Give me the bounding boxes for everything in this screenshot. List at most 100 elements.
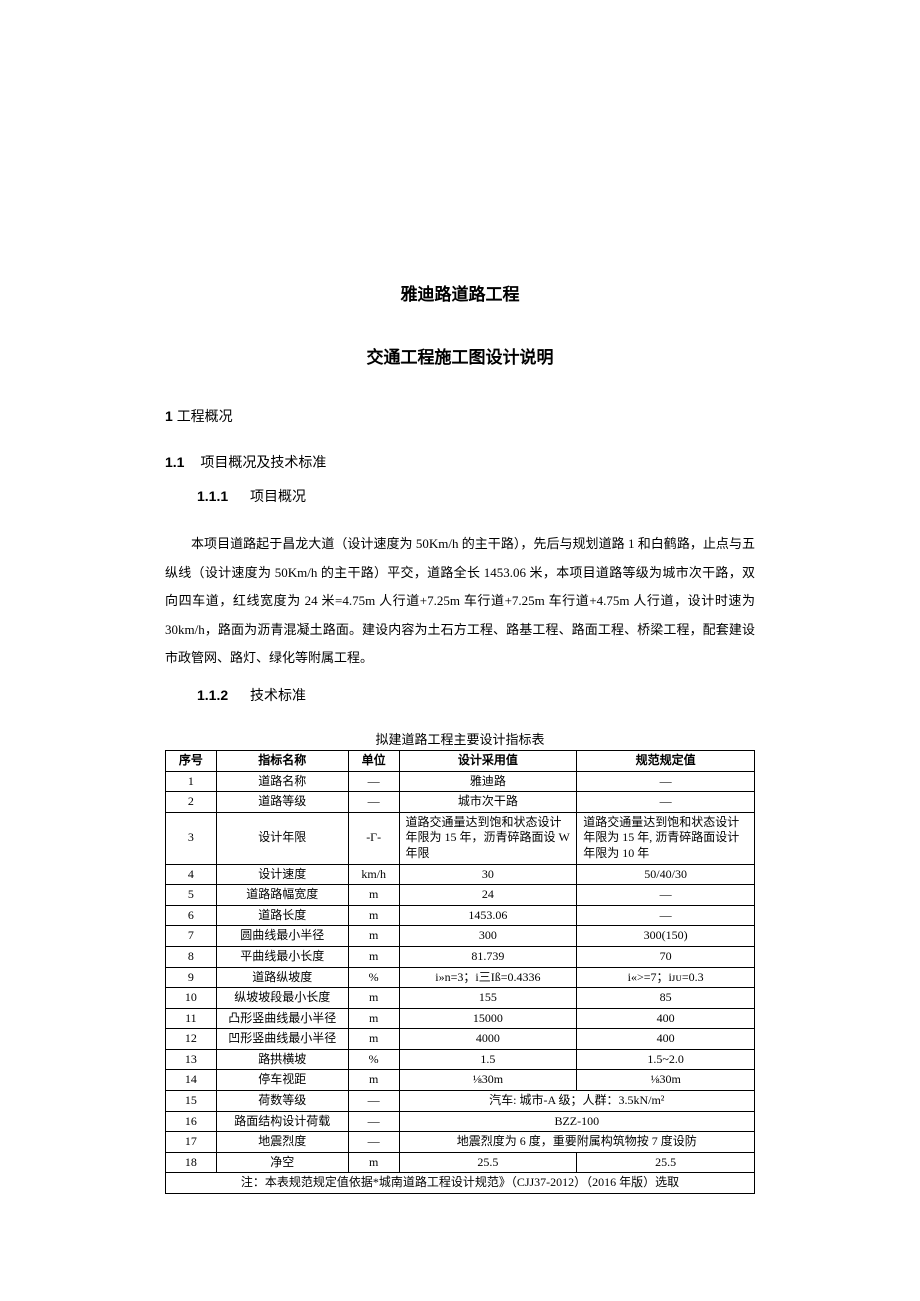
- cell-spec: 85: [577, 988, 755, 1009]
- heading-1-1-2-num: 1.1.2: [197, 687, 228, 703]
- cell-spec: —: [577, 771, 755, 792]
- table-row: 5道路路幅宽度m24—: [166, 885, 755, 906]
- cell-unit: m: [348, 1070, 399, 1091]
- cell-val: 24: [399, 885, 577, 906]
- cell-spec: ⅛30m: [577, 1070, 755, 1091]
- heading-1-1: 1.1 项目概况及技术标准: [165, 452, 755, 472]
- cell-name: 地震烈度: [216, 1132, 348, 1153]
- document-page: 雅迪路道路工程 交通工程施工图设计说明 1 工程概况 1.1 项目概况及技术标准…: [165, 280, 755, 1194]
- heading-1-label: 工程概况: [177, 408, 233, 424]
- cell-name: 路面结构设计荷载: [216, 1111, 348, 1132]
- cell-spec: —: [577, 885, 755, 906]
- cell-spec: 70: [577, 946, 755, 967]
- cell-unit: m: [348, 988, 399, 1009]
- cell-unit: —: [348, 1132, 399, 1153]
- heading-1-1-1-label: 项目概况: [250, 488, 306, 504]
- cell-name: 设计速度: [216, 864, 348, 885]
- th-spec: 规范规定值: [577, 750, 755, 771]
- table-row: 14停车视距m⅛30m⅛30m: [166, 1070, 755, 1091]
- table-row: 1道路名称—雅迪路—: [166, 771, 755, 792]
- cell-val: 30: [399, 864, 577, 885]
- cell-val: ⅛30m: [399, 1070, 577, 1091]
- cell-val: 城市次干路: [399, 792, 577, 813]
- cell-spec: 400: [577, 1008, 755, 1029]
- table-row: 12凹形竖曲线最小半径m4000400: [166, 1029, 755, 1050]
- cell-name: 道路长度: [216, 905, 348, 926]
- cell-name: 道路纵坡度: [216, 967, 348, 988]
- cell-val-merged: 地震烈度为 6 度，重要附属构筑物按 7 度设防: [399, 1132, 754, 1153]
- cell-val: 300: [399, 926, 577, 947]
- heading-1-1-1-num: 1.1.1: [197, 488, 228, 504]
- heading-1-1-2-label: 技术标准: [250, 687, 306, 703]
- cell-name: 路拱横坡: [216, 1049, 348, 1070]
- cell-seq: 11: [166, 1008, 217, 1029]
- cell-spec: 300(150): [577, 926, 755, 947]
- cell-name: 圆曲线最小半径: [216, 926, 348, 947]
- cell-val-merged: BZZ-100: [399, 1111, 754, 1132]
- cell-name: 停车视距: [216, 1070, 348, 1091]
- cell-spec: i«>=7；iᴊᴜ=0.3: [577, 967, 755, 988]
- cell-spec: 50/40/30: [577, 864, 755, 885]
- cell-unit: m: [348, 1008, 399, 1029]
- table-row: 2道路等级—城市次干路—: [166, 792, 755, 813]
- cell-unit: -Γ-: [348, 812, 399, 864]
- table-row: 16路面结构设计荷载—BZZ-100: [166, 1111, 755, 1132]
- cell-name: 净空: [216, 1152, 348, 1173]
- th-unit: 单位: [348, 750, 399, 771]
- main-title: 雅迪路道路工程: [165, 280, 755, 305]
- sub-title: 交通工程施工图设计说明: [165, 343, 755, 368]
- table-row: 17地震烈度—地震烈度为 6 度，重要附属构筑物按 7 度设防: [166, 1132, 755, 1153]
- cell-unit: km/h: [348, 864, 399, 885]
- th-seq: 序号: [166, 750, 217, 771]
- th-val: 设计采用值: [399, 750, 577, 771]
- paragraph-1: 本项目道路起于昌龙大道（设计速度为 50Km/h 的主干路），先后与规划道路 1…: [165, 530, 755, 673]
- cell-spec: 25.5: [577, 1152, 755, 1173]
- heading-1-1-1: 1.1.1 项目概况: [197, 486, 755, 506]
- cell-spec: 400: [577, 1029, 755, 1050]
- heading-1-1-2: 1.1.2 技术标准: [197, 685, 755, 705]
- cell-unit: —: [348, 1111, 399, 1132]
- cell-val: 1453.06: [399, 905, 577, 926]
- cell-spec: —: [577, 792, 755, 813]
- cell-seq: 7: [166, 926, 217, 947]
- cell-unit: m: [348, 926, 399, 947]
- heading-1: 1 工程概况: [165, 406, 755, 426]
- cell-seq: 10: [166, 988, 217, 1009]
- table-row: 6道路长度m1453.06—: [166, 905, 755, 926]
- cell-val-merged: 汽车: 城市-A 级；人群：3.5kN/m²: [399, 1091, 754, 1112]
- cell-seq: 6: [166, 905, 217, 926]
- table-row: 9道路纵坡度%i»n=3；i三Iß=0.4336i«>=7；iᴊᴜ=0.3: [166, 967, 755, 988]
- cell-unit: —: [348, 771, 399, 792]
- table-row: 13路拱横坡%1.51.5~2.0: [166, 1049, 755, 1070]
- cell-val: i»n=3；i三Iß=0.4336: [399, 967, 577, 988]
- cell-seq: 12: [166, 1029, 217, 1050]
- cell-seq: 15: [166, 1091, 217, 1112]
- cell-val: 15000: [399, 1008, 577, 1029]
- cell-val: 81.739: [399, 946, 577, 967]
- cell-seq: 8: [166, 946, 217, 967]
- cell-unit: m: [348, 946, 399, 967]
- table-row: 3设计年限-Γ-道路交通量达到饱和状态设计年限为 15 年，沥青碎路面设 W 年…: [166, 812, 755, 864]
- cell-name: 道路等级: [216, 792, 348, 813]
- cell-unit: %: [348, 967, 399, 988]
- cell-unit: m: [348, 1152, 399, 1173]
- cell-val: 雅迪路: [399, 771, 577, 792]
- cell-name: 平曲线最小长度: [216, 946, 348, 967]
- cell-unit: m: [348, 885, 399, 906]
- cell-seq: 1: [166, 771, 217, 792]
- table-footnote: 注：本表规范规定值依据*城南道路工程设计规范》（CJJ37-2012）（2016…: [166, 1173, 755, 1194]
- cell-spec: —: [577, 905, 755, 926]
- cell-spec: 道路交通量达到饱和状态设计年限为 15 年, 沥青碎路面设计年限为 10 年: [577, 812, 755, 864]
- cell-seq: 9: [166, 967, 217, 988]
- cell-unit: m: [348, 905, 399, 926]
- cell-seq: 3: [166, 812, 217, 864]
- cell-seq: 16: [166, 1111, 217, 1132]
- cell-seq: 4: [166, 864, 217, 885]
- table-row: 7圆曲线最小半径m300300(150): [166, 926, 755, 947]
- th-name: 指标名称: [216, 750, 348, 771]
- table-caption: 拟建道路工程主要设计指标表: [165, 729, 755, 748]
- table-row: 8平曲线最小长度m81.73970: [166, 946, 755, 967]
- cell-name: 道路名称: [216, 771, 348, 792]
- cell-seq: 14: [166, 1070, 217, 1091]
- cell-seq: 18: [166, 1152, 217, 1173]
